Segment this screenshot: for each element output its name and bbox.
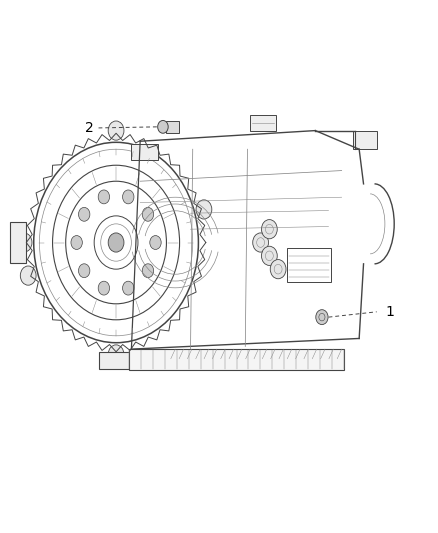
Circle shape bbox=[71, 236, 82, 249]
Circle shape bbox=[123, 190, 134, 204]
FancyBboxPatch shape bbox=[250, 115, 276, 131]
Circle shape bbox=[78, 207, 90, 221]
Text: 1: 1 bbox=[385, 305, 394, 319]
Circle shape bbox=[123, 281, 134, 295]
Circle shape bbox=[108, 121, 124, 140]
FancyBboxPatch shape bbox=[166, 121, 179, 133]
FancyBboxPatch shape bbox=[131, 144, 158, 160]
Circle shape bbox=[253, 233, 268, 252]
Circle shape bbox=[196, 200, 212, 219]
Circle shape bbox=[142, 207, 154, 221]
Circle shape bbox=[158, 120, 168, 133]
Circle shape bbox=[142, 264, 154, 278]
Circle shape bbox=[270, 260, 286, 279]
FancyBboxPatch shape bbox=[129, 349, 344, 370]
Circle shape bbox=[316, 310, 328, 325]
Circle shape bbox=[78, 264, 90, 278]
Circle shape bbox=[108, 345, 124, 364]
FancyBboxPatch shape bbox=[99, 352, 134, 369]
Circle shape bbox=[16, 233, 32, 252]
Circle shape bbox=[261, 246, 277, 265]
FancyBboxPatch shape bbox=[353, 131, 377, 149]
Text: 2: 2 bbox=[85, 121, 94, 135]
Circle shape bbox=[150, 236, 161, 249]
Circle shape bbox=[98, 281, 110, 295]
Circle shape bbox=[261, 220, 277, 239]
FancyBboxPatch shape bbox=[10, 222, 26, 263]
Circle shape bbox=[20, 266, 36, 285]
Circle shape bbox=[98, 190, 110, 204]
Circle shape bbox=[108, 233, 124, 252]
